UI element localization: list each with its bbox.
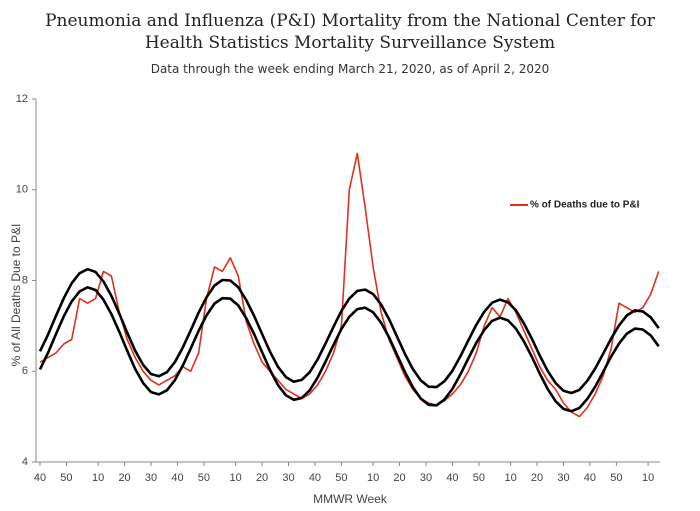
- x-tick-label: 30: [145, 472, 157, 484]
- y-tick-label: 10: [16, 184, 28, 196]
- y-tick-label: 8: [22, 274, 28, 286]
- x-axis-label: MMWR Week: [313, 492, 388, 506]
- chart-subtitle: Data through the week ending March 21, 2…: [150, 62, 550, 76]
- x-tick-label: 40: [584, 472, 596, 484]
- x-tick-label: 10: [642, 472, 654, 484]
- x-tick-label: 50: [335, 472, 347, 484]
- x-tick-label: 40: [171, 472, 183, 484]
- x-tick-label: 20: [531, 472, 543, 484]
- series-line: [38, 267, 660, 395]
- x-tick-label: 50: [610, 472, 622, 484]
- x-tick-label: 10: [92, 472, 104, 484]
- x-tick-label: 40: [446, 472, 458, 484]
- x-tick-label: 10: [504, 472, 516, 484]
- x-tick-label: 20: [118, 472, 130, 484]
- x-tick-label: 50: [60, 472, 72, 484]
- x-tick-label: 20: [256, 472, 268, 484]
- series-line: [39, 152, 660, 418]
- x-tick-label: 40: [309, 472, 321, 484]
- x-tick-label: 10: [367, 472, 379, 484]
- y-axis-label: % of All Deaths Due to P&I: [9, 224, 23, 367]
- x-tick-label: 40: [34, 472, 46, 484]
- x-tick-label: 30: [282, 472, 294, 484]
- x-tick-label: 30: [420, 472, 432, 484]
- series-line: [38, 286, 660, 413]
- chart-title: Pneumonia and Influenza (P&I) Mortality …: [45, 11, 655, 53]
- x-tick-label: 10: [230, 472, 242, 484]
- legend-label: % of Deaths due to P&I: [530, 200, 640, 211]
- x-tick-label: 50: [473, 472, 485, 484]
- y-tick-label: 6: [22, 365, 28, 377]
- x-tick-label: 20: [393, 472, 405, 484]
- x-tick-label: 30: [557, 472, 569, 484]
- y-tick-label: 12: [16, 93, 28, 105]
- x-tick-label: 50: [198, 472, 210, 484]
- y-tick-label: 4: [22, 456, 28, 468]
